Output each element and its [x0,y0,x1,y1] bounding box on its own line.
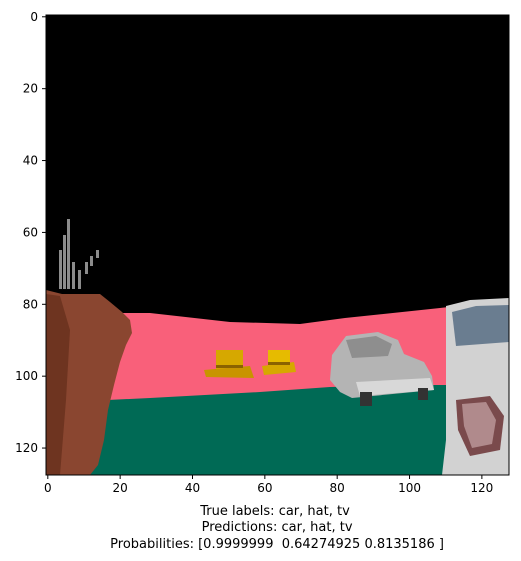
x-tick-label: 0 [44,481,52,495]
x-tick-label: 20 [113,481,128,495]
y-tick-label: 0 [30,10,38,24]
car [330,332,434,406]
plant-stems [59,219,99,289]
x-tick-label: 120 [470,481,493,495]
x-tick-label: 100 [398,481,421,495]
vase-shadow [46,294,70,475]
axes-frame [45,14,510,476]
caption-line-2: Predictions: car, hat, tv [197,520,352,535]
x-tick-label: 80 [330,481,345,495]
hat-left [204,350,254,378]
floor [46,385,509,475]
x-tick-label: 60 [257,481,272,495]
hat-right [262,350,296,375]
y-tick-label: 120 [15,441,38,455]
image-plot [46,15,509,475]
y-tick-label: 40 [23,154,38,168]
caption-line-1: True labels: car, hat, tv [199,504,350,519]
y-tick-label: 100 [15,369,38,383]
y-tick-label: 80 [23,297,38,311]
caption-line-3: Probabilities: [0.9999999 0.64274925 0.8… [106,537,444,552]
y-tick-label: 20 [23,82,38,96]
y-tick-label: 60 [23,225,38,239]
tv [442,298,509,475]
y-axis: 0 20 40 60 80 100 120 [15,10,46,455]
x-tick-label: 40 [185,481,200,495]
x-axis: 0 20 40 60 80 100 120 [44,475,493,495]
